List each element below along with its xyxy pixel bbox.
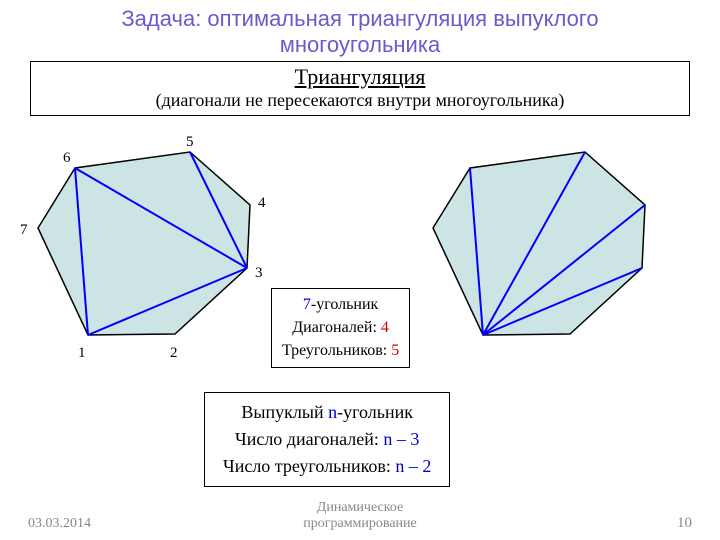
footer-center: Динамическоепрограммирование [0, 500, 720, 532]
vertex-label: 6 [63, 150, 71, 167]
footer-page: 10 [677, 515, 692, 532]
seven-gon-info-box: 7-угольник Диагоналей: 4 Треугольников: … [271, 288, 410, 368]
vertex-label: 5 [186, 134, 194, 151]
n7: 7 [303, 296, 311, 313]
vertex-label: 4 [258, 195, 266, 212]
left-polygon-diagram [0, 0, 300, 400]
vertex-label: 7 [20, 222, 28, 239]
vertex-label: 3 [255, 265, 263, 282]
right-polygon-diagram [395, 0, 695, 400]
vertex-label: 1 [78, 345, 86, 362]
vertex-label: 2 [170, 345, 178, 362]
n-gon-formula-box: Выпуклый n-угольник Число диагоналей: n … [204, 392, 450, 487]
footer-date: 03.03.2014 [28, 516, 91, 532]
slide-footer: 03.03.2014 Динамическоепрограммирование … [0, 500, 720, 532]
